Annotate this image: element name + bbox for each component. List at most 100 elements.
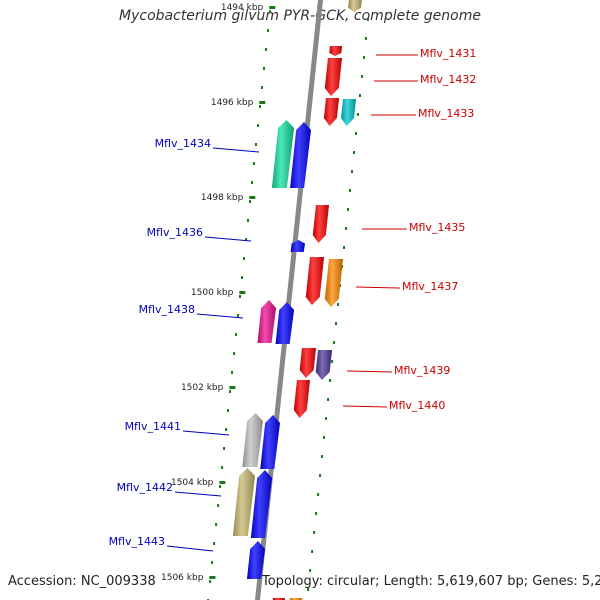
gene-label-minus: Mflv_1441 <box>125 420 181 433</box>
gene-label-plus: Mflv_1437 <box>402 280 458 293</box>
tick-mark <box>239 291 246 294</box>
gene-khaki-box-shading <box>348 0 362 12</box>
gene-blue-arrow-shading <box>260 415 280 469</box>
gene-blue-arrow-shading <box>275 302 294 344</box>
ruler-dot-left <box>249 200 251 203</box>
gene-red-arrow-shading <box>312 205 329 243</box>
gene-label-minus: Mflv_1436 <box>147 226 203 239</box>
gene-orange-box-shading <box>324 259 343 307</box>
tick-label: 1494 kbp <box>221 3 264 13</box>
tick-mark <box>209 576 216 579</box>
ruler-dot-left <box>219 485 222 488</box>
gene-label-minus: Mflv_1442 <box>117 481 173 494</box>
ruler-dot-right <box>352 151 355 154</box>
ruler-dot-left <box>215 523 218 526</box>
ruler-dot-right <box>327 398 330 401</box>
ruler-dot-right <box>343 246 346 249</box>
ruler-dot-left <box>223 447 226 450</box>
tick-label: 1504 kbp <box>171 478 214 488</box>
ruler-dot-right <box>347 208 349 211</box>
ruler-dot-left <box>247 219 250 222</box>
ruler-dot-left <box>237 314 240 317</box>
gene-magenta-box-shading <box>257 300 276 343</box>
ruler-dot-left <box>252 162 255 165</box>
ruler-dot-right <box>317 493 320 496</box>
gene-label-plus: Mflv_1440 <box>389 399 445 412</box>
leader-line <box>166 545 214 552</box>
leader-line <box>355 286 401 289</box>
ruler-dot-right <box>356 113 359 116</box>
ruler-dot-left <box>211 561 214 564</box>
leader-line <box>346 370 393 373</box>
gene-label-minus: Mflv_1434 <box>155 137 211 150</box>
tick-mark <box>259 101 266 104</box>
ruler-dots <box>207 10 369 600</box>
ruler-dot-left <box>243 257 246 260</box>
ruler-dot-right <box>323 436 326 439</box>
ruler-dot-left <box>258 105 261 108</box>
ruler-dot-left <box>250 181 253 184</box>
tick-label: 1496 kbp <box>211 98 254 108</box>
leader-line <box>196 313 244 319</box>
ruler-dot-right <box>307 588 310 591</box>
ruler-dot-left <box>229 390 232 393</box>
tick-label: 1506 kbp <box>161 573 204 583</box>
ruler-dot-left <box>262 67 265 70</box>
ruler-dot-right <box>364 37 367 40</box>
gene-red-arrow-shading <box>305 257 324 305</box>
tick-label: 1502 kbp <box>181 383 224 393</box>
ruler-dot-right <box>319 474 322 477</box>
tick-mark <box>229 386 236 389</box>
ruler-dot-left <box>268 10 271 13</box>
gene-red-arrow-shading <box>299 348 316 378</box>
gene-blue-arrow-shading <box>290 240 305 252</box>
ruler-dot-left <box>233 352 236 355</box>
gene-label-plus: Mflv_1433 <box>418 107 474 120</box>
tick-mark <box>269 6 276 9</box>
leader-line <box>212 147 260 153</box>
ruler-dot-left <box>209 580 212 583</box>
ruler-dot-left <box>266 29 269 32</box>
ruler-dot-right <box>313 531 316 534</box>
ruler-dot-left <box>231 371 234 374</box>
gene-green-box-shading <box>271 120 294 188</box>
tick-label: 1500 kbp <box>191 288 234 298</box>
ruler-dot-right <box>337 303 340 306</box>
ruler-dot-left <box>227 409 230 412</box>
gene-blue-arrow-shading <box>247 541 265 579</box>
ruler-dot-left <box>245 238 248 241</box>
gene-label-minus: Mflv_1438 <box>139 303 195 316</box>
leader-line <box>342 405 388 408</box>
ruler-dot-left <box>256 124 259 127</box>
ruler-dot-right <box>366 18 369 21</box>
ruler-dot-right <box>348 189 351 192</box>
gene-blue-arrow-shading <box>290 122 311 188</box>
ruler-dot-left <box>254 143 257 146</box>
ruler-dot-right <box>321 455 324 458</box>
gene-blue-arrow-shading <box>250 470 272 538</box>
ruler-dot-right <box>309 569 312 572</box>
tick-mark <box>249 196 256 199</box>
leader-line <box>182 430 230 436</box>
ruler-dot-left <box>221 466 224 469</box>
gene-label-plus: Mflv_1431 <box>420 47 476 60</box>
gene-purple-box-shading <box>315 350 332 380</box>
ruler-dot-right <box>345 227 348 230</box>
accession-text: Accession: NC_009338 <box>8 574 156 589</box>
gene-label-minus: Mflv_1443 <box>109 535 165 548</box>
gene-red-arrow-shading <box>329 46 342 56</box>
ruler-dot-right <box>335 322 338 325</box>
ruler-dot-right <box>360 75 363 78</box>
ruler-dot-right <box>329 379 332 382</box>
ruler-dot-right <box>333 341 336 344</box>
ruler-dot-right <box>311 550 314 553</box>
gene-label-plus: Mflv_1435 <box>409 221 465 234</box>
gene-features <box>232 0 362 600</box>
tick-label: 1498 kbp <box>201 193 244 203</box>
tick-mark <box>219 481 226 484</box>
ruler-dot-left <box>260 86 263 89</box>
gene-red-arrow-shading <box>324 58 342 96</box>
gene-labels: Mflv_1431 Mflv_1432 Mflv_1433 Mflv_1435 Mflv… <box>109 47 476 552</box>
ruler-dot-left <box>213 542 216 545</box>
